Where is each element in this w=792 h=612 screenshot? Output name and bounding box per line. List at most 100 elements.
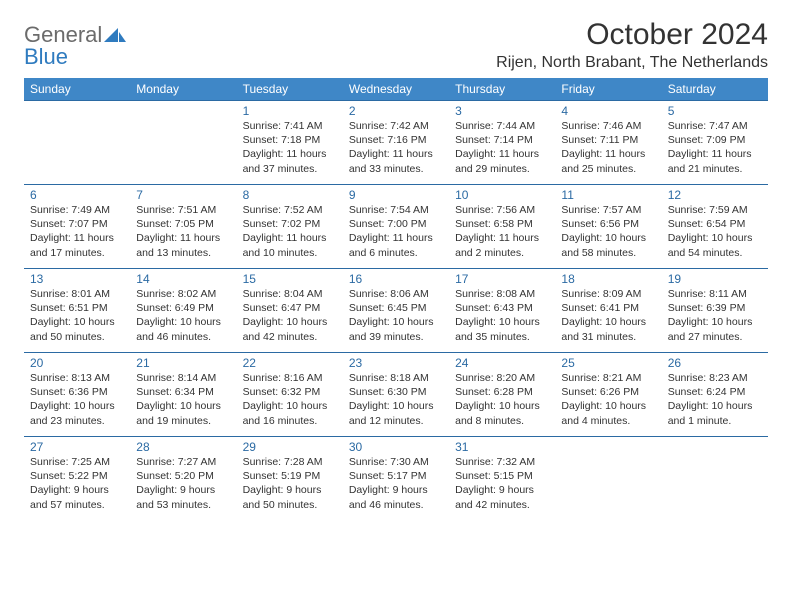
day-cell: 7Sunrise: 7:51 AMSunset: 7:05 PMDaylight… <box>130 185 236 269</box>
day-number: 19 <box>668 272 762 286</box>
day-number: 29 <box>243 440 337 454</box>
day-number: 27 <box>30 440 124 454</box>
day-number: 30 <box>349 440 443 454</box>
week-row: 20Sunrise: 8:13 AMSunset: 6:36 PMDayligh… <box>24 353 768 437</box>
empty-cell <box>555 437 661 521</box>
day-header: Monday <box>130 78 236 101</box>
day-number: 25 <box>561 356 655 370</box>
day-cell: 1Sunrise: 7:41 AMSunset: 7:18 PMDaylight… <box>237 101 343 185</box>
day-cell: 27Sunrise: 7:25 AMSunset: 5:22 PMDayligh… <box>24 437 130 521</box>
day-number: 3 <box>455 104 549 118</box>
day-info: Sunrise: 8:23 AMSunset: 6:24 PMDaylight:… <box>668 371 762 428</box>
logo-sail-icon <box>104 22 126 47</box>
day-number: 18 <box>561 272 655 286</box>
day-cell: 12Sunrise: 7:59 AMSunset: 6:54 PMDayligh… <box>662 185 768 269</box>
day-info: Sunrise: 8:09 AMSunset: 6:41 PMDaylight:… <box>561 287 655 344</box>
day-cell: 10Sunrise: 7:56 AMSunset: 6:58 PMDayligh… <box>449 185 555 269</box>
day-cell: 28Sunrise: 7:27 AMSunset: 5:20 PMDayligh… <box>130 437 236 521</box>
day-number: 31 <box>455 440 549 454</box>
day-cell: 3Sunrise: 7:44 AMSunset: 7:14 PMDaylight… <box>449 101 555 185</box>
day-info: Sunrise: 7:46 AMSunset: 7:11 PMDaylight:… <box>561 119 655 176</box>
day-number: 16 <box>349 272 443 286</box>
day-number: 24 <box>455 356 549 370</box>
week-row: 27Sunrise: 7:25 AMSunset: 5:22 PMDayligh… <box>24 437 768 521</box>
day-number: 20 <box>30 356 124 370</box>
day-info: Sunrise: 7:51 AMSunset: 7:05 PMDaylight:… <box>136 203 230 260</box>
day-cell: 18Sunrise: 8:09 AMSunset: 6:41 PMDayligh… <box>555 269 661 353</box>
day-cell: 29Sunrise: 7:28 AMSunset: 5:19 PMDayligh… <box>237 437 343 521</box>
day-number: 15 <box>243 272 337 286</box>
day-info: Sunrise: 7:47 AMSunset: 7:09 PMDaylight:… <box>668 119 762 176</box>
day-number: 1 <box>243 104 337 118</box>
logo-line1: General <box>24 24 126 46</box>
week-row: 1Sunrise: 7:41 AMSunset: 7:18 PMDaylight… <box>24 101 768 185</box>
day-number: 13 <box>30 272 124 286</box>
month-title: October 2024 <box>496 18 768 52</box>
day-cell: 16Sunrise: 8:06 AMSunset: 6:45 PMDayligh… <box>343 269 449 353</box>
day-info: Sunrise: 7:27 AMSunset: 5:20 PMDaylight:… <box>136 455 230 512</box>
day-number: 26 <box>668 356 762 370</box>
logo: General Blue <box>24 18 126 68</box>
day-info: Sunrise: 7:42 AMSunset: 7:16 PMDaylight:… <box>349 119 443 176</box>
day-info: Sunrise: 7:54 AMSunset: 7:00 PMDaylight:… <box>349 203 443 260</box>
day-cell: 24Sunrise: 8:20 AMSunset: 6:28 PMDayligh… <box>449 353 555 437</box>
logo-text-block: General Blue <box>24 24 126 68</box>
title-block: October 2024 Rijen, North Brabant, The N… <box>496 18 768 72</box>
empty-cell <box>662 437 768 521</box>
day-info: Sunrise: 7:30 AMSunset: 5:17 PMDaylight:… <box>349 455 443 512</box>
day-cell: 25Sunrise: 8:21 AMSunset: 6:26 PMDayligh… <box>555 353 661 437</box>
logo-word-blue: Blue <box>24 44 68 69</box>
day-number: 17 <box>455 272 549 286</box>
day-header: Saturday <box>662 78 768 101</box>
day-cell: 23Sunrise: 8:18 AMSunset: 6:30 PMDayligh… <box>343 353 449 437</box>
day-info: Sunrise: 8:04 AMSunset: 6:47 PMDaylight:… <box>243 287 337 344</box>
day-number: 4 <box>561 104 655 118</box>
day-cell: 5Sunrise: 7:47 AMSunset: 7:09 PMDaylight… <box>662 101 768 185</box>
day-header: Wednesday <box>343 78 449 101</box>
day-cell: 4Sunrise: 7:46 AMSunset: 7:11 PMDaylight… <box>555 101 661 185</box>
day-cell: 22Sunrise: 8:16 AMSunset: 6:32 PMDayligh… <box>237 353 343 437</box>
week-row: 13Sunrise: 8:01 AMSunset: 6:51 PMDayligh… <box>24 269 768 353</box>
day-number: 28 <box>136 440 230 454</box>
day-info: Sunrise: 7:32 AMSunset: 5:15 PMDaylight:… <box>455 455 549 512</box>
day-number: 23 <box>349 356 443 370</box>
calendar-page: General Blue October 2024 Rijen, North B… <box>0 0 792 521</box>
day-header: Tuesday <box>237 78 343 101</box>
day-info: Sunrise: 8:13 AMSunset: 6:36 PMDaylight:… <box>30 371 124 428</box>
day-header-row: Sunday Monday Tuesday Wednesday Thursday… <box>24 78 768 101</box>
day-info: Sunrise: 7:49 AMSunset: 7:07 PMDaylight:… <box>30 203 124 260</box>
day-number: 2 <box>349 104 443 118</box>
day-info: Sunrise: 7:52 AMSunset: 7:02 PMDaylight:… <box>243 203 337 260</box>
day-cell: 31Sunrise: 7:32 AMSunset: 5:15 PMDayligh… <box>449 437 555 521</box>
day-number: 14 <box>136 272 230 286</box>
empty-cell <box>24 101 130 185</box>
day-info: Sunrise: 7:56 AMSunset: 6:58 PMDaylight:… <box>455 203 549 260</box>
day-number: 22 <box>243 356 337 370</box>
day-info: Sunrise: 8:06 AMSunset: 6:45 PMDaylight:… <box>349 287 443 344</box>
day-info: Sunrise: 7:41 AMSunset: 7:18 PMDaylight:… <box>243 119 337 176</box>
day-cell: 26Sunrise: 8:23 AMSunset: 6:24 PMDayligh… <box>662 353 768 437</box>
day-header: Friday <box>555 78 661 101</box>
header: General Blue October 2024 Rijen, North B… <box>24 18 768 72</box>
day-cell: 15Sunrise: 8:04 AMSunset: 6:47 PMDayligh… <box>237 269 343 353</box>
day-info: Sunrise: 8:18 AMSunset: 6:30 PMDaylight:… <box>349 371 443 428</box>
location: Rijen, North Brabant, The Netherlands <box>496 54 768 72</box>
day-cell: 14Sunrise: 8:02 AMSunset: 6:49 PMDayligh… <box>130 269 236 353</box>
day-cell: 9Sunrise: 7:54 AMSunset: 7:00 PMDaylight… <box>343 185 449 269</box>
day-info: Sunrise: 7:59 AMSunset: 6:54 PMDaylight:… <box>668 203 762 260</box>
day-info: Sunrise: 7:25 AMSunset: 5:22 PMDaylight:… <box>30 455 124 512</box>
empty-cell <box>130 101 236 185</box>
day-info: Sunrise: 8:01 AMSunset: 6:51 PMDaylight:… <box>30 287 124 344</box>
day-info: Sunrise: 8:02 AMSunset: 6:49 PMDaylight:… <box>136 287 230 344</box>
day-number: 9 <box>349 188 443 202</box>
day-info: Sunrise: 8:16 AMSunset: 6:32 PMDaylight:… <box>243 371 337 428</box>
day-cell: 20Sunrise: 8:13 AMSunset: 6:36 PMDayligh… <box>24 353 130 437</box>
day-cell: 19Sunrise: 8:11 AMSunset: 6:39 PMDayligh… <box>662 269 768 353</box>
day-info: Sunrise: 8:11 AMSunset: 6:39 PMDaylight:… <box>668 287 762 344</box>
day-number: 5 <box>668 104 762 118</box>
day-number: 11 <box>561 188 655 202</box>
calendar-table: Sunday Monday Tuesday Wednesday Thursday… <box>24 78 768 521</box>
day-cell: 17Sunrise: 8:08 AMSunset: 6:43 PMDayligh… <box>449 269 555 353</box>
day-cell: 6Sunrise: 7:49 AMSunset: 7:07 PMDaylight… <box>24 185 130 269</box>
day-cell: 2Sunrise: 7:42 AMSunset: 7:16 PMDaylight… <box>343 101 449 185</box>
